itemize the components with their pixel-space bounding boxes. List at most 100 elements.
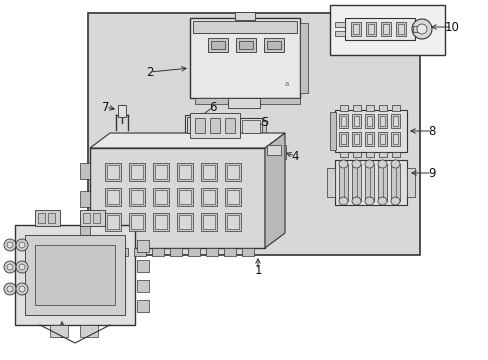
Bar — [391, 152, 399, 157]
Circle shape — [7, 286, 13, 292]
Bar — [205, 248, 218, 256]
Bar — [224, 248, 236, 256]
Bar — [190, 113, 240, 138]
Text: 2: 2 — [146, 66, 153, 78]
Bar — [137, 300, 149, 312]
Bar — [351, 164, 360, 201]
Bar — [378, 152, 386, 157]
Polygon shape — [90, 133, 285, 148]
Bar — [392, 134, 397, 144]
Bar — [197, 148, 202, 155]
Bar — [365, 152, 373, 157]
Bar — [134, 248, 146, 256]
Bar — [377, 114, 386, 128]
Bar — [240, 118, 262, 140]
Bar — [334, 160, 406, 205]
Bar — [170, 248, 182, 256]
Bar — [105, 163, 121, 181]
Bar — [195, 118, 204, 133]
Ellipse shape — [338, 160, 347, 168]
Bar — [391, 105, 399, 111]
Bar — [203, 190, 215, 204]
Bar — [326, 168, 334, 197]
Bar — [351, 114, 360, 128]
Bar — [105, 188, 121, 206]
Bar — [190, 18, 299, 98]
Bar — [352, 152, 360, 157]
Text: 1: 1 — [254, 264, 261, 276]
Bar — [129, 163, 145, 181]
Bar — [177, 188, 193, 206]
Bar — [226, 215, 239, 229]
Bar — [345, 18, 414, 40]
Bar — [377, 132, 386, 146]
Bar — [107, 215, 119, 229]
Bar — [340, 116, 346, 126]
Circle shape — [411, 19, 431, 39]
Ellipse shape — [351, 197, 360, 205]
Bar — [107, 190, 119, 204]
Circle shape — [4, 261, 16, 273]
Bar — [224, 163, 241, 181]
Text: 4: 4 — [291, 149, 298, 162]
Bar — [204, 148, 209, 155]
Bar — [195, 98, 299, 104]
Bar — [365, 105, 373, 111]
Bar — [129, 188, 145, 206]
Ellipse shape — [390, 197, 399, 205]
Circle shape — [19, 242, 25, 248]
Circle shape — [416, 24, 426, 34]
Bar — [390, 164, 399, 201]
Bar — [50, 325, 68, 337]
Bar — [334, 31, 345, 36]
Bar — [338, 164, 347, 201]
Bar — [107, 165, 119, 179]
Bar — [244, 144, 249, 150]
Bar — [242, 120, 260, 133]
Bar — [338, 132, 347, 146]
Bar — [35, 210, 60, 226]
Bar — [189, 148, 194, 155]
Circle shape — [4, 239, 16, 251]
Bar — [242, 248, 253, 256]
Bar — [201, 213, 217, 231]
Bar — [339, 105, 347, 111]
Bar — [116, 248, 128, 256]
Bar — [352, 105, 360, 111]
Bar — [80, 210, 105, 226]
Bar — [25, 235, 125, 315]
Bar — [226, 190, 239, 204]
Circle shape — [4, 283, 16, 295]
Bar — [264, 143, 283, 161]
Bar — [83, 213, 90, 223]
Bar — [137, 280, 149, 292]
Bar — [397, 24, 403, 34]
Bar — [224, 118, 235, 133]
Bar — [203, 215, 215, 229]
Bar — [395, 22, 405, 36]
Bar — [226, 165, 239, 179]
Bar — [213, 118, 218, 140]
Bar — [353, 134, 358, 144]
Text: 9: 9 — [427, 166, 435, 180]
Bar — [262, 121, 265, 137]
Bar — [252, 144, 259, 150]
Bar — [390, 114, 399, 128]
Bar — [93, 213, 100, 223]
Bar — [378, 105, 386, 111]
Bar — [80, 191, 90, 207]
Text: 8: 8 — [427, 125, 435, 138]
Ellipse shape — [338, 197, 347, 205]
Bar — [184, 115, 213, 143]
Bar — [351, 132, 360, 146]
Bar — [364, 132, 373, 146]
Bar — [207, 38, 227, 52]
Bar — [224, 188, 241, 206]
Bar — [153, 163, 169, 181]
Bar — [201, 163, 217, 181]
Bar — [80, 219, 90, 235]
Bar — [334, 110, 406, 152]
Text: 10: 10 — [444, 21, 459, 33]
Text: 3: 3 — [58, 328, 65, 342]
Circle shape — [7, 242, 13, 248]
